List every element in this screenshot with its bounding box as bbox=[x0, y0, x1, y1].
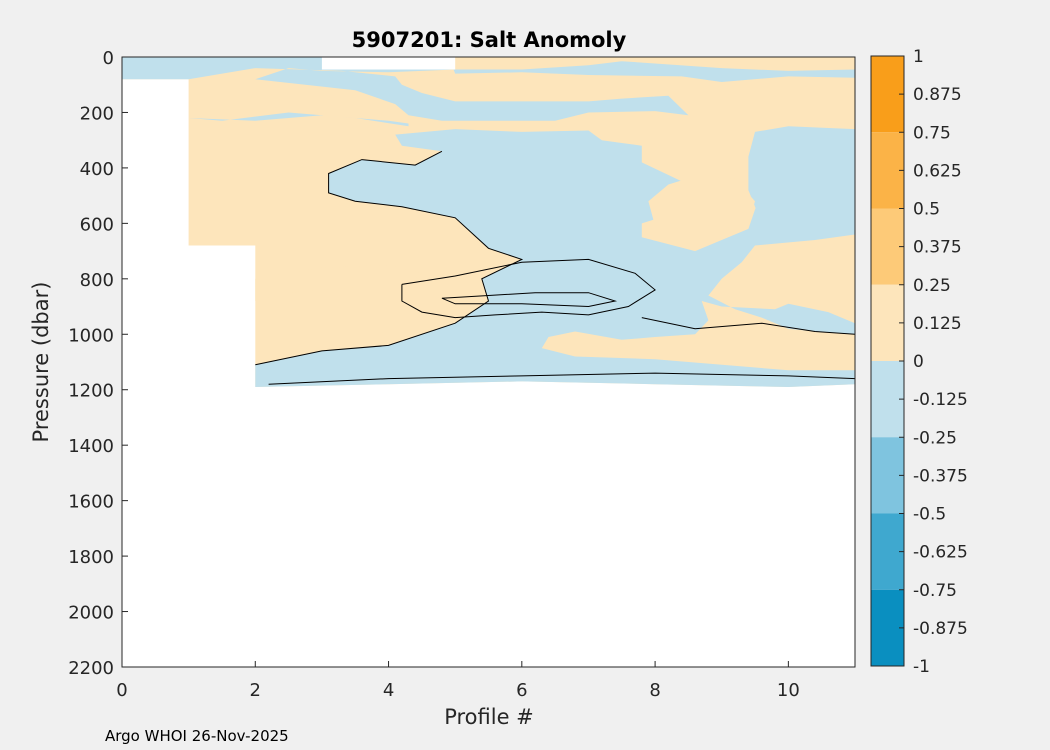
colorbar-tick-label: 0.75 bbox=[913, 123, 951, 143]
y-tick-label: 200 bbox=[80, 103, 114, 124]
chart-title: 5907201: Salt Anomoly bbox=[352, 28, 627, 52]
y-tick-label: 0 bbox=[103, 48, 114, 69]
colorbar-tick-label: 0.375 bbox=[913, 238, 962, 258]
contour-line-layer bbox=[255, 150, 855, 385]
colorbar-band bbox=[871, 513, 904, 590]
anomaly-neg-right-region bbox=[748, 126, 855, 235]
y-tick-label: 1600 bbox=[68, 492, 114, 513]
footer-credit: Argo WHOI 26-Nov-2025 bbox=[105, 727, 289, 745]
colorbar-tick-label: -0.625 bbox=[913, 543, 968, 563]
colorbar: 1 0.875 0.75 0.625 0.5 0.375 0.25 0.125 0 -0.125 -… bbox=[870, 47, 968, 677]
colorbar-tick-label: -0.5 bbox=[913, 505, 946, 525]
colorbar-tick-label: -0.25 bbox=[913, 428, 957, 448]
anomaly-neg-main-region bbox=[255, 129, 855, 387]
x-tick-label: 8 bbox=[649, 680, 660, 701]
y-tick-label: 600 bbox=[80, 214, 114, 235]
contour-line bbox=[641, 317, 855, 335]
colorbar-tick-label: 0.25 bbox=[913, 276, 951, 296]
colorbar-band bbox=[871, 284, 904, 361]
x-tick-label: 4 bbox=[383, 680, 394, 701]
anomaly-pos-upper-right-region bbox=[648, 176, 755, 232]
colorbar-band bbox=[871, 589, 904, 666]
colorbar-tick-label: -0.375 bbox=[913, 466, 968, 486]
y-tick-label: 800 bbox=[80, 270, 114, 291]
colorbar-bands bbox=[871, 56, 904, 666]
y-tick-label: 1000 bbox=[68, 325, 114, 346]
y-tick-label: 1400 bbox=[68, 436, 114, 457]
colorbar-tick-label: 0.125 bbox=[913, 314, 962, 334]
y-tick-label: 1800 bbox=[68, 547, 114, 568]
x-tick-label: 2 bbox=[250, 680, 261, 701]
y-tick-label: 2000 bbox=[68, 603, 114, 624]
y-axis-ticks: 0 200 400 600 800 1000 1200 1400 1600 1800 2000 220… bbox=[68, 48, 128, 679]
colorbar-band bbox=[871, 56, 904, 133]
x-axis-label: Profile # bbox=[444, 705, 534, 729]
colorbar-tick-label: 0.875 bbox=[913, 85, 962, 105]
contour-line bbox=[401, 258, 656, 319]
colorbar-tick-label: -0.125 bbox=[913, 390, 968, 410]
anomaly-pos-inner-region bbox=[255, 265, 422, 301]
y-tick-label: 1200 bbox=[68, 381, 114, 402]
colorbar-tick-label: -1 bbox=[913, 657, 930, 677]
colorbar-band bbox=[871, 132, 904, 209]
colorbar-tick-label: -0.75 bbox=[913, 581, 957, 601]
no-data-gap-region bbox=[321, 57, 456, 70]
colorbar-band bbox=[871, 437, 904, 514]
colorbar-tick-label: 0.625 bbox=[913, 161, 962, 181]
contour-fill-layer bbox=[122, 57, 855, 387]
x-tick-label: 6 bbox=[516, 680, 527, 701]
colorbar-band bbox=[871, 208, 904, 285]
colorbar-tick-label: -0.875 bbox=[913, 619, 968, 639]
y-tick-label: 2200 bbox=[68, 658, 114, 679]
anomaly-neg-upper-left-region bbox=[122, 57, 855, 127]
colorbar-band bbox=[871, 361, 904, 438]
colorbar-ticks: 1 0.875 0.75 0.625 0.5 0.375 0.25 0.125 0 -0.125 -… bbox=[899, 47, 968, 677]
y-tick-label: 400 bbox=[80, 159, 114, 180]
contour-line bbox=[268, 372, 855, 385]
colorbar-tick-label: 1 bbox=[913, 47, 924, 67]
plot-area: 0 2 4 6 8 10 0 200 400 600 800 1000 1200 1400 1600 180… bbox=[68, 48, 856, 701]
y-axis-label: Pressure (dbar) bbox=[29, 282, 53, 443]
no-data-layer bbox=[321, 57, 456, 70]
plot-frame bbox=[121, 56, 856, 668]
contour-line bbox=[255, 150, 524, 366]
x-tick-label: 10 bbox=[777, 680, 800, 701]
x-axis-ticks: 0 2 4 6 8 10 bbox=[116, 661, 800, 701]
colorbar-tick-label: 0.5 bbox=[913, 200, 940, 220]
colorbar-tick-label: 0 bbox=[913, 352, 924, 372]
contour-line bbox=[441, 292, 618, 308]
x-tick-label: 0 bbox=[116, 680, 127, 701]
